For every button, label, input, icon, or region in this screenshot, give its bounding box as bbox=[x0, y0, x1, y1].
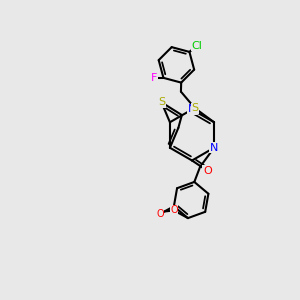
Text: N: N bbox=[210, 143, 218, 153]
Text: F: F bbox=[151, 73, 158, 83]
Text: S: S bbox=[158, 97, 165, 107]
Text: Cl: Cl bbox=[192, 40, 203, 50]
Text: O: O bbox=[203, 166, 212, 176]
Text: O: O bbox=[170, 206, 178, 215]
Text: N: N bbox=[188, 104, 196, 115]
Text: O: O bbox=[156, 209, 164, 219]
Text: S: S bbox=[191, 103, 199, 113]
